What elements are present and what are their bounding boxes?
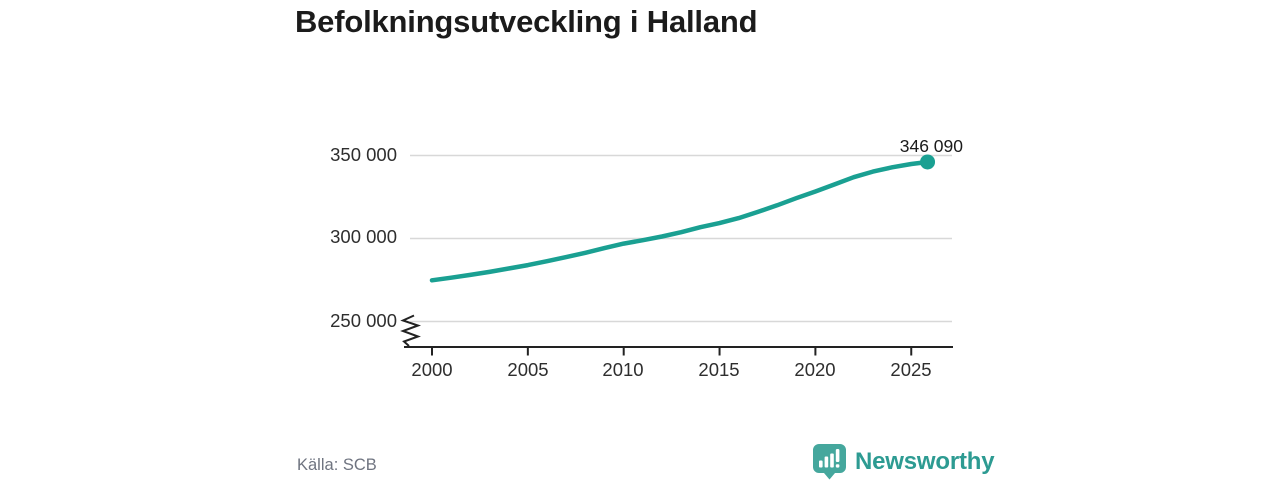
last-point-marker [920, 154, 936, 170]
population-line [429, 159, 930, 283]
x-axis-label: 2000 [411, 359, 453, 380]
y-axis-label: 350 000 [330, 144, 397, 165]
last-value-label: 346 090 [899, 136, 963, 156]
chart-title: Befolkningsutveckling i Halland [295, 4, 758, 39]
x-axis-label: 2005 [507, 359, 549, 380]
y-axis-label: 300 000 [330, 226, 397, 247]
axis-break-zigzag [400, 314, 422, 347]
source-caption: Källa: SCB [297, 456, 377, 474]
y-axis-label: 250 000 [330, 310, 397, 331]
x-axis-label: 2015 [698, 359, 740, 380]
newsworthy-logo-text: Newsworthy [855, 447, 995, 475]
x-axis-label: 2025 [890, 359, 932, 380]
x-axis-label: 2010 [602, 359, 644, 380]
x-axis-label: 2020 [794, 359, 836, 380]
bar-chart-speech-bubble-icon [813, 444, 846, 480]
newsworthy-logo: Newsworthy [812, 443, 995, 480]
